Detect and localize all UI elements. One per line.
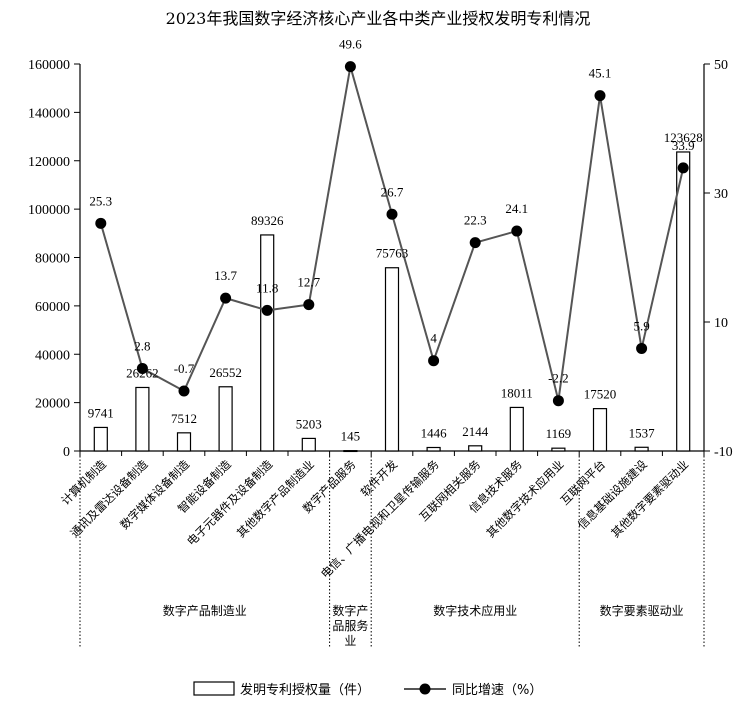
bar [218, 386, 233, 452]
data-labels: 9741 26262 7512 26552 89326 5203 145 75763 1446 2… [88, 37, 703, 444]
growth-marker [220, 292, 232, 304]
growth-marker [428, 355, 440, 367]
bar [135, 386, 150, 452]
bar [592, 408, 608, 452]
bar-value-label: 17520 [584, 387, 617, 402]
line-series [95, 61, 689, 407]
growth-marker [511, 225, 523, 237]
growth-marker [594, 90, 606, 102]
growth-value-label: 4 [430, 331, 437, 346]
growth-value-label: 2.8 [134, 338, 150, 353]
bar-value-label: 18011 [501, 385, 533, 400]
y-left-tick-label: 20000 [35, 397, 70, 412]
bar [384, 267, 400, 452]
growth-marker [136, 362, 148, 374]
growth-value-label: 5.9 [633, 318, 649, 333]
bar-value-label: 7512 [171, 411, 197, 426]
growth-value-label: 22.3 [464, 213, 487, 228]
category-label: 其他数字技术应用业 [483, 457, 566, 540]
y-left-tick-label: 0 [63, 445, 70, 460]
growth-marker [95, 217, 107, 229]
y-left-tick-label: 160000 [28, 58, 70, 73]
growth-value-label: 11.8 [256, 280, 278, 295]
y-left-tick-label: 100000 [28, 203, 70, 218]
bar [509, 406, 524, 452]
bar-value-label: 1446 [421, 426, 448, 441]
group-label: 数字产品制造业 [163, 603, 247, 618]
group-labels: 数字产品制造业 数字产品服务业 数字技术应用业 数字要素驱动业 [79, 456, 705, 648]
y-right-tick-label: 10 [714, 316, 728, 331]
legend-line-label: 同比增速（%） [452, 683, 542, 698]
category-label: 软件开发 [358, 457, 401, 500]
growth-marker [636, 342, 648, 354]
growth-marker [386, 208, 398, 220]
bar-value-label: 2144 [462, 424, 489, 439]
growth-value-label: 25.3 [89, 193, 112, 208]
bar-value-label: 145 [341, 429, 361, 444]
growth-value-label: 45.1 [589, 66, 612, 81]
bar [176, 432, 192, 452]
growth-marker [303, 299, 315, 311]
growth-marker [552, 395, 564, 407]
bar-value-label: 9741 [88, 405, 114, 420]
category-label: 其他数字要素驱动业 [608, 457, 691, 540]
bar [301, 437, 316, 452]
bar [343, 450, 358, 453]
growth-value-label: 26.7 [381, 184, 404, 199]
growth-value-label: 24.1 [505, 201, 528, 216]
y-left-tick-label: 140000 [28, 106, 70, 121]
y-right-tick-label: -10 [714, 445, 733, 460]
group-label: 数字技术应用业 [433, 603, 517, 618]
category-label: 其他数字产品制造业 [234, 457, 317, 540]
bar-value-label: 123628 [664, 130, 703, 145]
y-left-tick-label: 60000 [35, 300, 70, 315]
category-labels: 计算机制造通讯及雷达设备制造数字媒体设备制造智能设备制造电子元器件及设备制造其他… [58, 457, 691, 581]
growth-marker [469, 237, 481, 249]
growth-marker [677, 162, 689, 174]
legend-bar-label: 发明专利授权量（件） [240, 682, 370, 698]
y-left-tick-label: 40000 [35, 348, 70, 363]
bar [260, 234, 275, 452]
bar [468, 445, 483, 452]
bar-series [93, 151, 691, 453]
group-label: 数字要素驱动业 [600, 603, 684, 618]
y-right-tick-label: 50 [714, 58, 728, 73]
growth-value-label: 13.7 [214, 268, 237, 283]
bar-value-label: 5203 [296, 416, 322, 431]
growth-value-label: -2.2 [548, 371, 569, 386]
bar-value-label: 26552 [209, 365, 242, 380]
legend-line-marker [419, 683, 431, 695]
bar-value-label: 1169 [546, 426, 572, 441]
growth-marker [178, 385, 190, 397]
y-left-tick-label: 80000 [35, 252, 70, 267]
bar-value-label: 75763 [376, 246, 409, 261]
legend: 发明专利授权量（件） 同比增速（%） [193, 681, 542, 698]
bar [676, 151, 691, 452]
growth-marker [344, 61, 356, 73]
y-right-tick-label: 30 [714, 187, 728, 202]
chart-title: 2023年我国数字经济核心产业各中类产业授权发明专利情况 [166, 9, 591, 28]
bar-value-label: 26262 [126, 365, 159, 380]
growth-value-label: -0.7 [174, 361, 195, 376]
growth-value-label: 33.9 [672, 138, 695, 153]
bar [551, 447, 566, 452]
bar-value-label: 1537 [629, 425, 656, 440]
legend-bar-swatch [193, 681, 235, 696]
group-label: 数字产品服务业 [332, 603, 368, 648]
y-left-tick-label: 120000 [28, 155, 70, 170]
bar [93, 426, 108, 452]
growth-marker [261, 304, 273, 316]
growth-value-label: 12.7 [297, 275, 320, 290]
bar [426, 446, 441, 452]
bar-value-label: 89326 [251, 213, 284, 228]
growth-value-label: 49.6 [339, 37, 362, 52]
bar [634, 446, 649, 452]
